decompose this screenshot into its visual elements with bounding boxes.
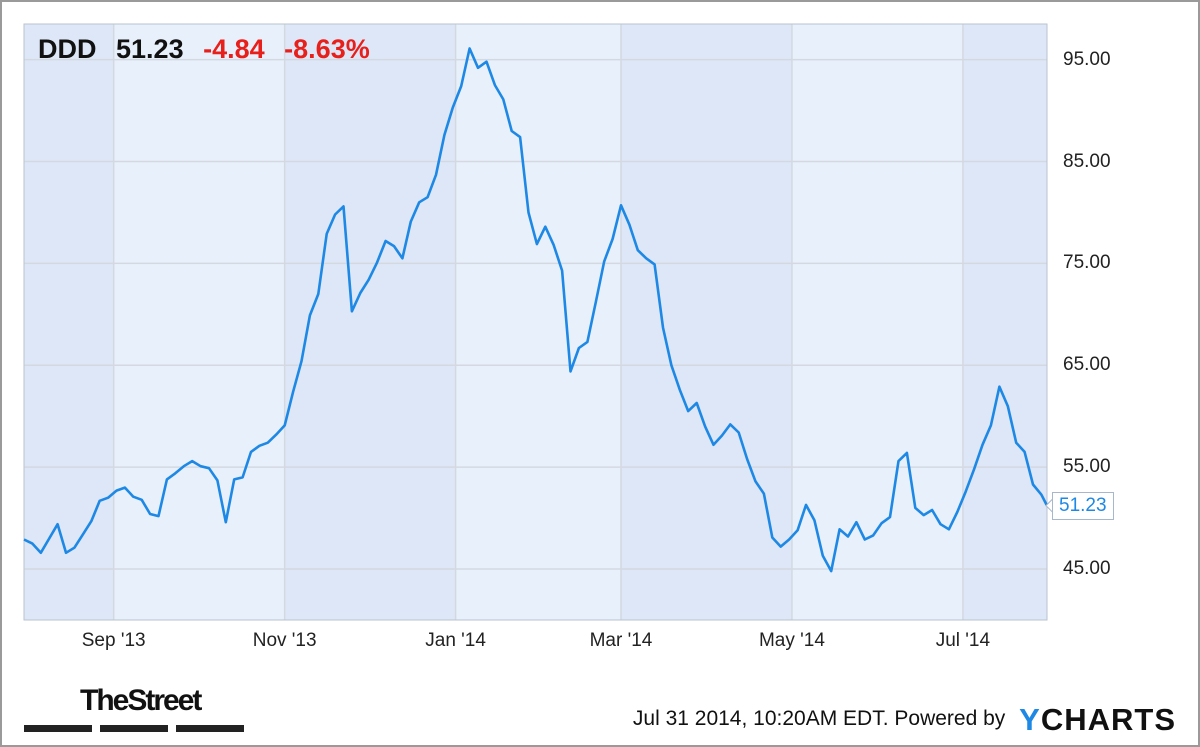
ycharts-logo-text: CHARTS (1040, 701, 1176, 737)
logo-bar (24, 725, 92, 732)
timestamp: Jul 31 2014, 10:20AM EDT. (632, 706, 889, 730)
x-tick-label: Nov '13 (252, 630, 317, 651)
y-tick-label: 55.00 (1063, 456, 1111, 478)
thestreet-bars (24, 725, 249, 732)
last-value-label: 51.23 (1052, 491, 1114, 520)
y-tick-label: 45.00 (1063, 558, 1111, 580)
y-tick-label: 65.00 (1063, 354, 1111, 376)
ycharts-logo-y: Y (1019, 701, 1041, 737)
price-change: -4.84 (203, 34, 265, 64)
x-tick-label: Mar '14 (589, 630, 653, 651)
y-tick-label: 85.00 (1063, 150, 1111, 172)
ycharts-logo: YCHARTS (1019, 700, 1176, 737)
last-price: 51.23 (116, 34, 184, 64)
thestreet-wordmark: TheStreet (80, 684, 202, 717)
y-tick-label: 95.00 (1063, 48, 1111, 70)
price-line (23, 47, 1049, 573)
shaded-band (284, 24, 456, 620)
ticker-symbol: DDD (38, 34, 97, 64)
price-change-percent: -8.63% (284, 34, 370, 64)
logo-bar (176, 725, 244, 732)
x-tick-label: Jan '14 (425, 630, 486, 651)
quote-header: DDD 51.23 -4.84 -8.63% (38, 34, 382, 65)
shaded-band (620, 24, 792, 620)
thestreet-logo: TheStreet (24, 686, 249, 732)
x-tick-label: Sep '13 (81, 630, 146, 651)
x-tick-label: Jul '14 (935, 630, 991, 651)
plot-background (24, 24, 1047, 620)
powered-by-label: Powered by (894, 706, 1006, 730)
shaded-band (962, 24, 1047, 620)
logo-bar (100, 725, 168, 732)
chart-footer: Jul 31 2014, 10:20AM EDT. Powered by YCH… (633, 700, 1176, 738)
y-tick-label: 75.00 (1063, 252, 1111, 274)
shaded-band (24, 24, 114, 620)
x-tick-label: May '14 (758, 630, 825, 651)
plot-border (23, 23, 1048, 621)
